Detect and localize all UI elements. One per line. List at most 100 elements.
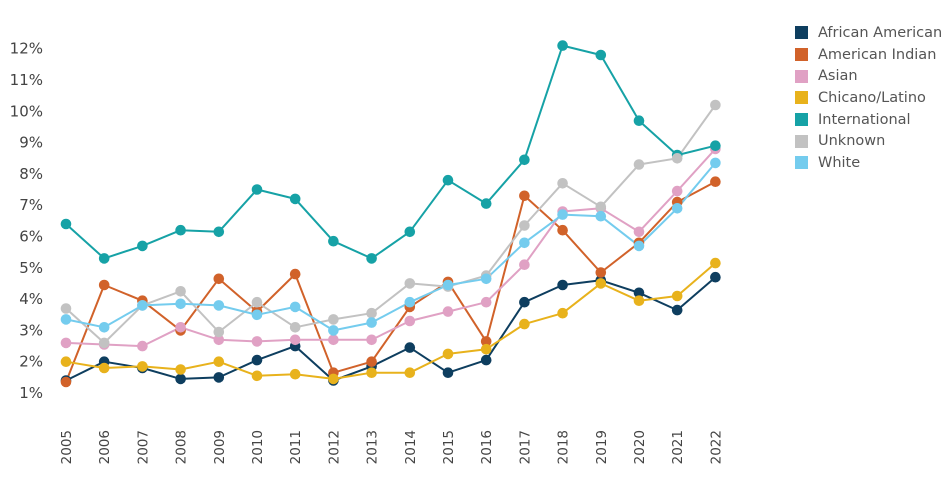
data-point-white[interactable]: [710, 157, 721, 169]
data-point-asian[interactable]: [442, 306, 454, 317]
data-point-unknown[interactable]: [366, 307, 377, 319]
data-point-white[interactable]: [519, 237, 530, 249]
data-point-international[interactable]: [404, 226, 416, 238]
data-point-american-indian[interactable]: [98, 279, 110, 291]
data-point-international[interactable]: [213, 226, 225, 238]
data-point-african-american[interactable]: [671, 304, 683, 316]
data-point-chicano-latino[interactable]: [557, 307, 568, 319]
data-point-white[interactable]: [480, 273, 492, 285]
data-point-african-american[interactable]: [213, 372, 225, 383]
data-point-unknown[interactable]: [557, 178, 568, 189]
data-point-african-american[interactable]: [251, 354, 263, 366]
data-point-american-indian[interactable]: [710, 176, 721, 187]
data-point-asian[interactable]: [480, 296, 492, 308]
data-point-american-indian[interactable]: [60, 376, 72, 388]
legend-item-chicano-latino[interactable]: Chicano/Latino: [795, 87, 942, 109]
data-point-african-american[interactable]: [442, 367, 454, 379]
data-point-international[interactable]: [633, 115, 645, 126]
data-point-chicano-latino[interactable]: [175, 364, 186, 375]
data-point-asian[interactable]: [60, 337, 72, 349]
data-point-international[interactable]: [289, 193, 301, 205]
data-point-international[interactable]: [251, 184, 263, 195]
data-point-white[interactable]: [137, 300, 148, 311]
data-point-international[interactable]: [442, 174, 454, 186]
data-point-unknown[interactable]: [671, 153, 683, 164]
data-point-white[interactable]: [213, 300, 225, 311]
data-point-white[interactable]: [557, 209, 568, 220]
data-point-chicano-latino[interactable]: [633, 295, 645, 307]
data-point-unknown[interactable]: [175, 286, 186, 297]
data-point-white[interactable]: [595, 210, 607, 222]
data-point-african-american[interactable]: [633, 287, 645, 299]
data-point-asian[interactable]: [175, 322, 186, 333]
data-point-white[interactable]: [633, 240, 645, 252]
data-point-african-american[interactable]: [480, 354, 492, 366]
data-point-asian[interactable]: [366, 334, 377, 346]
data-point-white[interactable]: [404, 296, 416, 308]
data-point-white[interactable]: [671, 203, 683, 214]
data-point-unknown[interactable]: [213, 326, 225, 338]
data-point-international[interactable]: [595, 49, 607, 61]
data-point-asian[interactable]: [328, 334, 339, 346]
data-point-international[interactable]: [60, 218, 72, 230]
data-point-unknown[interactable]: [519, 220, 530, 231]
legend-item-white[interactable]: White: [795, 152, 942, 174]
data-point-african-american[interactable]: [557, 279, 568, 291]
data-point-white[interactable]: [98, 322, 110, 333]
data-point-asian[interactable]: [289, 334, 301, 346]
data-point-white[interactable]: [289, 301, 301, 313]
data-point-unknown[interactable]: [98, 337, 110, 349]
legend-item-asian[interactable]: Asian: [795, 65, 942, 87]
data-point-chicano-latino[interactable]: [404, 367, 416, 379]
data-point-international[interactable]: [175, 224, 186, 236]
data-point-asian[interactable]: [137, 340, 148, 352]
data-point-international[interactable]: [480, 198, 492, 209]
data-point-asian[interactable]: [633, 226, 645, 238]
data-point-white[interactable]: [60, 314, 72, 325]
data-point-american-indian[interactable]: [289, 268, 301, 280]
data-point-american-indian[interactable]: [213, 273, 225, 285]
data-point-american-indian[interactable]: [595, 267, 607, 278]
data-point-international[interactable]: [710, 140, 721, 151]
data-point-international[interactable]: [328, 235, 339, 247]
data-point-international[interactable]: [98, 253, 110, 264]
data-point-unknown[interactable]: [289, 322, 301, 333]
data-point-chicano-latino[interactable]: [442, 348, 454, 360]
data-point-asian[interactable]: [519, 259, 530, 271]
data-point-chicano-latino[interactable]: [671, 290, 683, 302]
data-point-white[interactable]: [366, 317, 377, 328]
data-point-chicano-latino[interactable]: [137, 361, 148, 372]
data-point-white[interactable]: [328, 325, 339, 336]
legend-item-unknown[interactable]: Unknown: [795, 130, 942, 152]
data-point-unknown[interactable]: [633, 159, 645, 170]
data-point-international[interactable]: [137, 240, 148, 252]
data-point-american-indian[interactable]: [519, 190, 530, 202]
data-point-chicano-latino[interactable]: [213, 356, 225, 368]
data-point-chicano-latino[interactable]: [366, 367, 377, 379]
data-point-international[interactable]: [519, 154, 530, 166]
data-point-chicano-latino[interactable]: [710, 257, 721, 269]
data-point-international[interactable]: [366, 253, 377, 264]
data-point-unknown[interactable]: [595, 201, 607, 213]
data-point-chicano-latino[interactable]: [60, 356, 72, 368]
data-point-chicano-latino[interactable]: [595, 278, 607, 289]
data-point-chicano-latino[interactable]: [98, 362, 110, 374]
data-point-chicano-latino[interactable]: [480, 343, 492, 355]
data-point-african-american[interactable]: [175, 373, 186, 385]
data-point-unknown[interactable]: [328, 314, 339, 325]
data-point-asian[interactable]: [671, 185, 683, 197]
data-point-asian[interactable]: [404, 315, 416, 327]
data-point-unknown[interactable]: [710, 99, 721, 111]
data-point-african-american[interactable]: [710, 271, 721, 283]
data-point-white[interactable]: [442, 279, 454, 291]
data-point-chicano-latino[interactable]: [289, 368, 301, 380]
legend-item-african-american[interactable]: African American: [795, 22, 942, 44]
data-point-african-american[interactable]: [404, 342, 416, 353]
data-point-asian[interactable]: [213, 334, 225, 346]
data-point-chicano-latino[interactable]: [519, 318, 530, 330]
legend-item-international[interactable]: International: [795, 109, 942, 131]
data-point-white[interactable]: [175, 298, 186, 310]
data-point-unknown[interactable]: [404, 278, 416, 289]
data-point-american-indian[interactable]: [557, 224, 568, 236]
data-point-chicano-latino[interactable]: [251, 370, 263, 382]
